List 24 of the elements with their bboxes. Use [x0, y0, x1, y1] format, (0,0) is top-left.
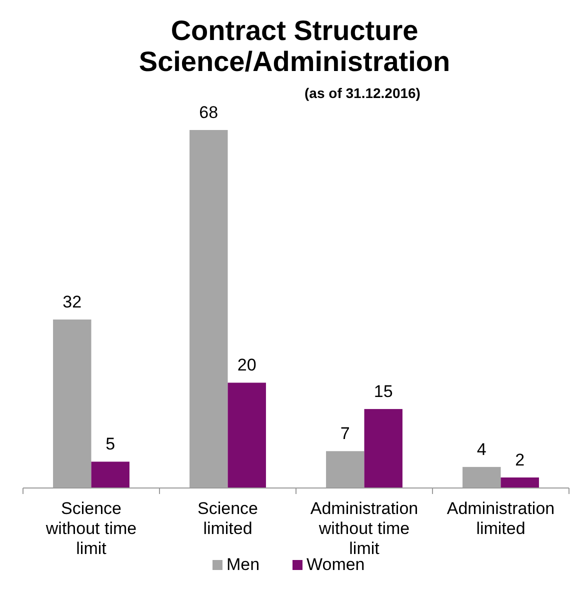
bar [53, 320, 92, 488]
bar [91, 462, 130, 488]
data-label: 4 [476, 440, 486, 459]
x-tick-label: Administration without time limit [310, 499, 418, 558]
data-label: 7 [340, 424, 350, 444]
x-tick-label: Science without time limit [44, 499, 137, 558]
x-tick-label: Administration limited [446, 499, 555, 538]
bar [500, 477, 539, 488]
chart-title: Contract Structure Science/Administration [138, 15, 450, 77]
legend-label: Women [306, 555, 365, 574]
legend-label: Men [226, 555, 260, 574]
data-label: 5 [106, 434, 116, 454]
bar [228, 382, 266, 488]
data-label: 32 [62, 292, 82, 312]
data-label: 15 [374, 382, 393, 402]
data-label: 68 [199, 103, 218, 122]
bar [462, 466, 501, 488]
x-tick-label: Science limited [198, 499, 258, 538]
bar [364, 409, 402, 488]
chart-subtitle: (as of 31.12.2016) [304, 85, 420, 101]
data-label: 20 [237, 356, 256, 375]
data-label: 2 [515, 450, 525, 470]
bar [326, 451, 364, 488]
bar [190, 130, 228, 488]
